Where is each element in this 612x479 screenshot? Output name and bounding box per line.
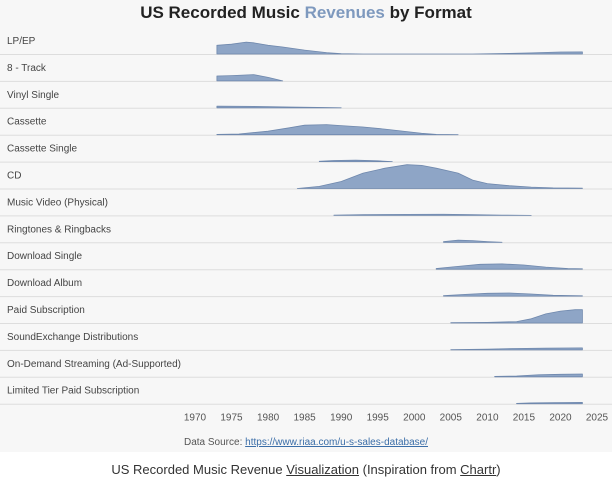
- source-label: Data Source:: [183, 437, 246, 448]
- area-vinyl-single[interactable]: [216, 105, 342, 109]
- x-tick-1985: 1985: [293, 413, 316, 424]
- row-label-download-album: Download Album: [7, 278, 82, 289]
- area-download-album[interactable]: [443, 292, 583, 297]
- row-label-vinyl-single: Vinyl Single: [7, 90, 60, 101]
- area-cassette-single[interactable]: [318, 159, 393, 162]
- x-tick-2010: 2010: [476, 413, 499, 424]
- area-download-single[interactable]: [435, 263, 583, 270]
- source-link[interactable]: https://www.riaa.com/u-s-sales-database/: [245, 437, 428, 448]
- x-tick-2000: 2000: [403, 413, 426, 424]
- caption-part2: (Inspiration from: [359, 462, 461, 477]
- x-tick-2015: 2015: [513, 413, 536, 424]
- area-on-demand-streaming-ad-supported[interactable]: [494, 373, 583, 378]
- area-cassette[interactable]: [216, 124, 459, 136]
- row-label-cassette: Cassette: [7, 117, 47, 128]
- x-tick-2025: 2025: [586, 413, 609, 424]
- row-label-download-single: Download Single: [7, 251, 82, 262]
- area-paid-subscription[interactable]: [450, 309, 583, 324]
- ridgeline-chart: LP/EP 8 - Track Vinyl Single Cassette Casset…: [0, 36, 612, 424]
- x-tick-1975: 1975: [220, 413, 243, 424]
- row-label-8-track: 8 - Track: [7, 63, 47, 74]
- row-label-ringtones-ringbacks: Ringtones & Ringbacks: [7, 224, 111, 235]
- caption-part3: ): [496, 462, 501, 477]
- row-label-soundexchange-distributions: SoundExchange Distributions: [7, 332, 138, 343]
- area-ringtones-ringbacks[interactable]: [443, 239, 503, 243]
- x-tick-2005: 2005: [440, 413, 463, 424]
- row-label-limited-tier-paid-subscription: Limited Tier Paid Subscription: [7, 386, 139, 397]
- area-limited-tier-paid-subscription[interactable]: [516, 402, 583, 405]
- title-highlight: Revenues: [304, 3, 385, 22]
- x-tick-2020: 2020: [549, 413, 572, 424]
- data-source: Data Source: https://www.riaa.com/u-s-sa…: [0, 437, 612, 448]
- caption-link-chartr[interactable]: Chartr: [460, 462, 497, 477]
- caption-part1: US Recorded Music Revenue: [111, 462, 287, 477]
- title-part1: US Recorded Music: [140, 3, 305, 22]
- x-tick-1970: 1970: [184, 413, 207, 424]
- row-label-cassette-single: Cassette Single: [7, 144, 77, 155]
- chart-title: US Recorded Music Revenues by Format: [0, 3, 612, 23]
- figure-caption: US Recorded Music Revenue Visualization …: [0, 462, 612, 477]
- area-8-track[interactable]: [216, 74, 284, 82]
- title-part2: by Format: [384, 3, 472, 22]
- row-label-music-video-physical: Music Video (Physical): [7, 197, 108, 208]
- row-label-cd: CD: [7, 171, 21, 182]
- row-label-paid-subscription: Paid Subscription: [7, 305, 85, 316]
- x-tick-1980: 1980: [257, 413, 280, 424]
- row-label-lp-ep: LP/EP: [7, 36, 36, 47]
- x-tick-1990: 1990: [330, 413, 353, 424]
- area-lp-ep[interactable]: [216, 41, 583, 55]
- area-soundexchange-distributions[interactable]: [450, 347, 583, 351]
- area-music-video-physical[interactable]: [333, 213, 532, 216]
- row-label-on-demand-streaming-ad-supported: On-Demand Streaming (Ad-Supported): [7, 359, 181, 370]
- area-cd[interactable]: [296, 164, 583, 189]
- caption-link-visualization[interactable]: Visualization: [286, 462, 359, 477]
- x-tick-1995: 1995: [367, 413, 390, 424]
